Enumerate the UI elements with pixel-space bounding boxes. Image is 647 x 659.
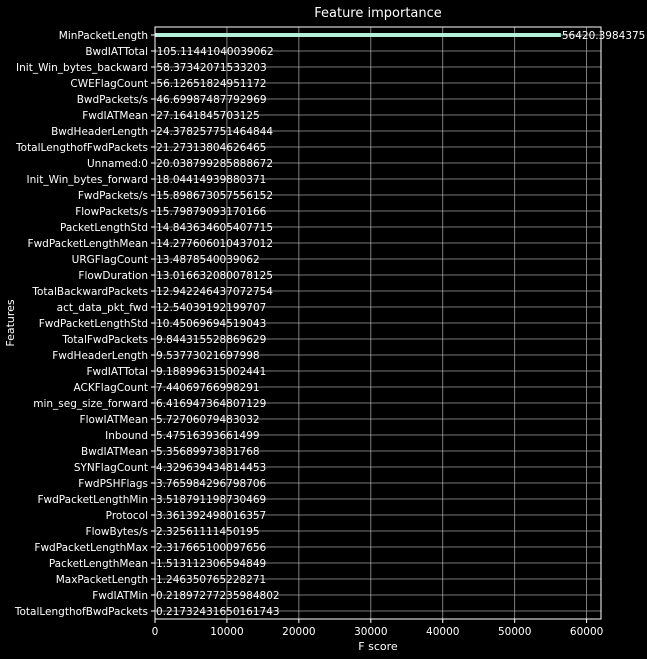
bar-value-label: 13.016632080078125 xyxy=(156,270,273,282)
y-tick-label: FwdPacketLengthMax xyxy=(34,542,148,554)
bar-value-label: 5.72706079483032 xyxy=(156,414,260,426)
bar-value-label: 56.12651824951172 xyxy=(156,78,266,90)
y-tick-label: BwdIATTotal xyxy=(85,46,148,58)
y-tick-label: Init_Win_bytes_forward xyxy=(27,174,148,186)
bar-value-label: 58.37342071533203 xyxy=(156,62,266,74)
x-tick-label: 0 xyxy=(152,626,159,638)
bar-value-label: 6.416947364807129 xyxy=(156,398,266,410)
y-tick-label: Init_Win_bytes_backward xyxy=(16,62,148,74)
bar-value-label: 27.1641845703125 xyxy=(156,110,260,122)
y-tick-label: Unnamed:0 xyxy=(87,158,148,170)
y-tick-label: TotalBackwardPackets xyxy=(31,286,148,298)
bar-value-label: 1.513112306594849 xyxy=(156,558,266,570)
y-tick-label: CWEFlagCount xyxy=(70,78,148,90)
bar-value-label: 0.21732431650161743 xyxy=(156,606,280,618)
bar-value-label: 105.11441040039062 xyxy=(157,46,274,58)
y-tick-label: FlowPackets/s xyxy=(75,206,148,218)
y-tick-label: Protocol xyxy=(106,510,148,522)
bar-value-label: 21.27313804626465 xyxy=(156,142,266,154)
bar-value-label: 56420.3984375 xyxy=(562,30,646,42)
bar-value-label: 7.44069766998291 xyxy=(156,382,260,394)
y-tick-label: act_data_pkt_fwd xyxy=(57,302,148,314)
y-tick-label: ACKFlagCount xyxy=(74,382,148,394)
bar-value-label: 5.35689973831768 xyxy=(156,446,260,458)
x-axis-label: F score xyxy=(358,640,398,653)
y-tick-label: FwdIATTotal xyxy=(86,366,148,378)
bar-value-label: 14.277606010437012 xyxy=(156,238,273,250)
x-tick-labels: 0 10000 20000 30000 40000 50000 60000 xyxy=(152,619,603,638)
bar-value-label: 14.843634605407715 xyxy=(156,222,273,234)
plot-frame xyxy=(154,26,602,620)
chart-title: Feature importance xyxy=(314,6,442,21)
bar-value-label: 1.246350765228271 xyxy=(156,574,266,586)
y-tick-label: FwdPacketLengthMin xyxy=(38,494,149,506)
bar-value-label: 4.329639434814453 xyxy=(156,462,266,474)
y-tick-label: FwdPacketLengthStd xyxy=(39,318,148,330)
bar-value-label: 5.47516393661499 xyxy=(156,430,260,442)
y-tick-label: BwdHeaderLength xyxy=(51,126,148,138)
bar-value-label: 15.79879093170166 xyxy=(156,206,267,218)
bar-value-label: 9.844315528869629 xyxy=(156,334,266,346)
bar xyxy=(155,33,561,37)
bar-value-label: 46.69987487792969 xyxy=(156,94,266,106)
y-tick-label: FwdIATMean xyxy=(82,110,148,122)
y-tick-label: BwdIATMean xyxy=(81,446,148,458)
x-tick-label: 60000 xyxy=(570,626,603,638)
bar-value-label: 9.53773021697998 xyxy=(156,350,260,362)
y-tick-label: MaxPacketLength xyxy=(56,574,148,586)
y-tick-label: URGFlagCount xyxy=(72,254,148,266)
bar-value-label: 3.765984296798706 xyxy=(156,478,267,490)
bar-value-label: 18.04414939880371 xyxy=(156,174,266,186)
bar-value-label: 3.361392498016357 xyxy=(156,510,266,522)
grid-lines xyxy=(154,27,601,619)
bar-value-label: 13.4878540039062 xyxy=(156,254,260,266)
y-tick-label: TotalLengthofFwdPackets xyxy=(15,142,148,154)
x-tick-label: 30000 xyxy=(354,626,387,638)
y-tick-label: FwdHeaderLength xyxy=(52,350,148,362)
y-tick-label: FlowDuration xyxy=(78,270,148,282)
x-tick-label: 10000 xyxy=(210,626,243,638)
y-tick-label: min_seg_size_forward xyxy=(33,398,148,410)
bar-value-label: 15.898673057556152 xyxy=(156,190,273,202)
y-tick-label: FwdPSHFlags xyxy=(78,478,148,490)
y-tick-label: FwdPacketLengthMean xyxy=(28,238,148,250)
y-tick-label: Inbound xyxy=(105,430,148,442)
bar-value-label: 12.942246437072754 xyxy=(156,286,273,298)
y-tick-label: FwdIATMin xyxy=(92,590,148,602)
bar-value-label: 3.518791198730469 xyxy=(156,494,266,506)
bar-value-label: 0.21897277235984802 xyxy=(156,590,280,602)
y-tick-label: FwdPackets/s xyxy=(78,190,148,202)
x-tick-label: 20000 xyxy=(282,626,315,638)
bar-value-labels: 56420.3984375 105.11441040039062 58.373420… xyxy=(156,30,645,618)
y-tick-labels: MinPacketLength BwdIATTotal Init_Win_bytes… xyxy=(14,30,155,618)
y-tick-label: TotalLengthofBwdPackets xyxy=(14,606,148,618)
y-tick-label: TotalFwdPackets xyxy=(61,334,148,346)
bar-value-label: 10.45069694519043 xyxy=(156,318,266,330)
bar-value-label: 20.038799285888672 xyxy=(156,158,273,170)
bar-value-label: 12.54039192199707 xyxy=(156,302,266,314)
y-axis-label: Features xyxy=(4,299,17,347)
y-tick-label: PacketLengthStd xyxy=(60,222,148,234)
y-tick-label: FlowIATMean xyxy=(80,414,148,426)
bar-value-label: 24.378257751464844 xyxy=(156,126,273,138)
y-tick-label: FlowBytes/s xyxy=(86,526,148,538)
bar-value-label: 9.188996315002441 xyxy=(156,366,266,378)
bar-value-label: 2.32561111450195 xyxy=(156,526,260,538)
y-tick-label: PacketLengthMean xyxy=(49,558,148,570)
bar-value-label: 2.317665100097656 xyxy=(156,542,267,554)
x-tick-label: 40000 xyxy=(426,626,459,638)
y-tick-label: BwdPackets/s xyxy=(77,94,148,106)
y-tick-label: MinPacketLength xyxy=(59,30,148,42)
y-tick-label: SYNFlagCount xyxy=(74,462,148,474)
x-tick-label: 50000 xyxy=(498,626,531,638)
